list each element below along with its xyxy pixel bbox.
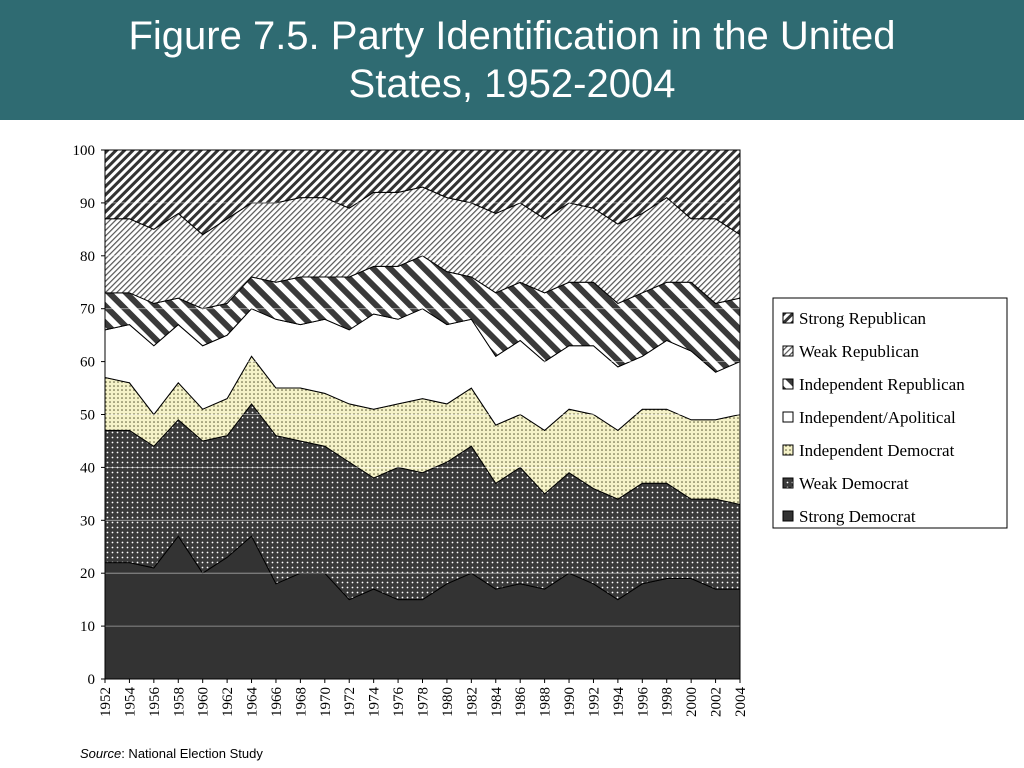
x-tick-label: 1964 — [245, 687, 261, 718]
x-tick-label: 1980 — [440, 687, 456, 717]
x-tick-label: 1984 — [489, 687, 505, 718]
legend-label-strong-democrat: Strong Democrat — [799, 507, 916, 526]
x-tick-label: 1998 — [660, 687, 676, 717]
y-tick-label: 90 — [80, 196, 95, 212]
legend-label-strong-republican: Strong Republican — [799, 309, 927, 328]
x-tick-label: 1968 — [293, 687, 309, 717]
legend-swatch-independent-democrat — [782, 444, 794, 456]
legend-label-weak-republican: Weak Republican — [799, 342, 919, 361]
x-tick-label: 1958 — [171, 687, 187, 717]
legend-box — [772, 297, 1008, 529]
x-tick-label: 2002 — [709, 687, 725, 717]
x-tick-label: 2004 — [733, 687, 749, 718]
x-tick-label: 1988 — [538, 687, 554, 717]
slide-title-line-2: States, 1952-2004 — [348, 62, 676, 106]
x-tick-label: 1996 — [635, 687, 651, 718]
x-tick-label: 1992 — [586, 687, 602, 717]
y-tick-label: 20 — [80, 566, 95, 582]
x-tick-label: 1962 — [220, 687, 236, 717]
y-tick-label: 60 — [80, 355, 95, 371]
x-tick-label: 1982 — [464, 687, 480, 717]
x-tick-label: 1970 — [318, 687, 334, 717]
y-tick-label: 10 — [80, 619, 95, 635]
y-tick-label: 40 — [80, 460, 95, 476]
x-axis: 1952 1954 1956 1958 1960 1962 1964 1966 1968 1970… — [98, 679, 749, 717]
legend-label-weak-democrat: Weak Democrat — [799, 474, 909, 493]
legend-swatch-independent-republican — [782, 378, 794, 390]
y-tick-label: 80 — [80, 249, 95, 265]
x-tick-label: 1972 — [342, 687, 358, 717]
legend-swatch-strong-republican — [782, 312, 794, 324]
x-tick-label: 2000 — [684, 687, 700, 717]
x-tick-label: 1978 — [416, 687, 432, 717]
slide-title-line-1: Figure 7.5. Party Identification in the … — [128, 14, 896, 58]
source-note: Source: National Election Study — [80, 746, 263, 761]
x-tick-label: 1990 — [562, 687, 578, 717]
legend-swatch-weak-democrat — [782, 477, 794, 489]
y-tick-label: 30 — [80, 513, 95, 529]
legend: Strong Republican Weak Republican Independ… — [772, 297, 1008, 529]
y-tick-label: 0 — [88, 672, 96, 688]
slide-header: Figure 7.5. Party Identification in the … — [0, 0, 1024, 120]
y-axis: 0 10 20 30 40 50 60 70 80 90 100 — [73, 143, 105, 688]
source-label: Source — [80, 746, 122, 761]
legend-label-independent-apolitical: Independent/Apolitical — [799, 408, 956, 427]
x-tick-label: 1976 — [391, 687, 407, 718]
legend-label-independent-democrat: Independent Democrat — [799, 441, 955, 460]
legend-swatch-strong-democrat — [782, 510, 794, 522]
y-tick-label: 100 — [73, 143, 96, 159]
gridlines — [105, 202, 740, 627]
legend-label-independent-republican: Independent Republican — [799, 375, 965, 394]
x-tick-label: 1952 — [98, 687, 114, 717]
x-tick-label: 1956 — [147, 687, 163, 718]
y-tick-label: 70 — [80, 302, 95, 318]
legend-swatch-weak-republican — [782, 345, 794, 357]
x-tick-label: 1974 — [367, 687, 383, 718]
x-tick-label: 1960 — [196, 687, 212, 717]
x-tick-label: 1966 — [269, 687, 285, 718]
x-tick-label: 1994 — [611, 687, 627, 718]
y-tick-label: 50 — [80, 408, 95, 424]
x-tick-label: 1954 — [122, 687, 138, 718]
source-text: : National Election Study — [121, 746, 263, 761]
legend-swatch-independent-apolitical — [782, 411, 794, 423]
x-tick-label: 1986 — [513, 687, 529, 718]
